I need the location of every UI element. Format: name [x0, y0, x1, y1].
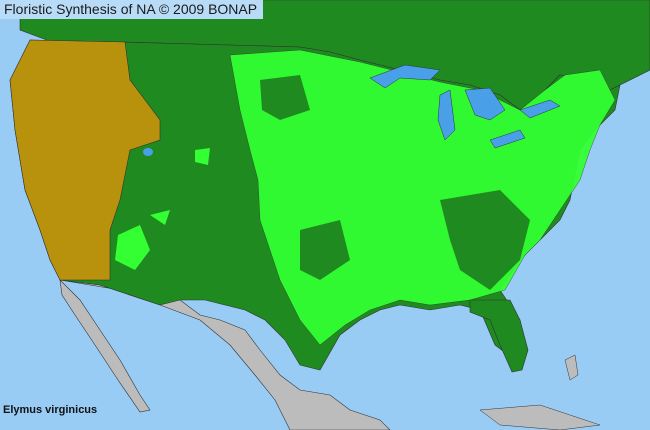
bright-patch: [195, 148, 210, 165]
salt-lake: [143, 148, 153, 156]
dark-patch: [440, 190, 530, 290]
bahamas-island: [564, 354, 579, 381]
dark-patch: [260, 75, 310, 120]
florida: [469, 299, 529, 373]
cuba-island: [479, 404, 601, 430]
baja-peninsula: [59, 279, 151, 413]
west-region: [9, 39, 161, 281]
bright-patch: [115, 225, 150, 270]
dark-patch: [300, 220, 350, 280]
great-lakes: [369, 64, 561, 149]
map-title: Floristic Synthesis of NA © 2009 BONAP: [0, 0, 264, 19]
species-label: Elymus virginicus: [3, 404, 98, 416]
bright-patch: [150, 210, 170, 225]
mexico-region: [59, 279, 391, 430]
